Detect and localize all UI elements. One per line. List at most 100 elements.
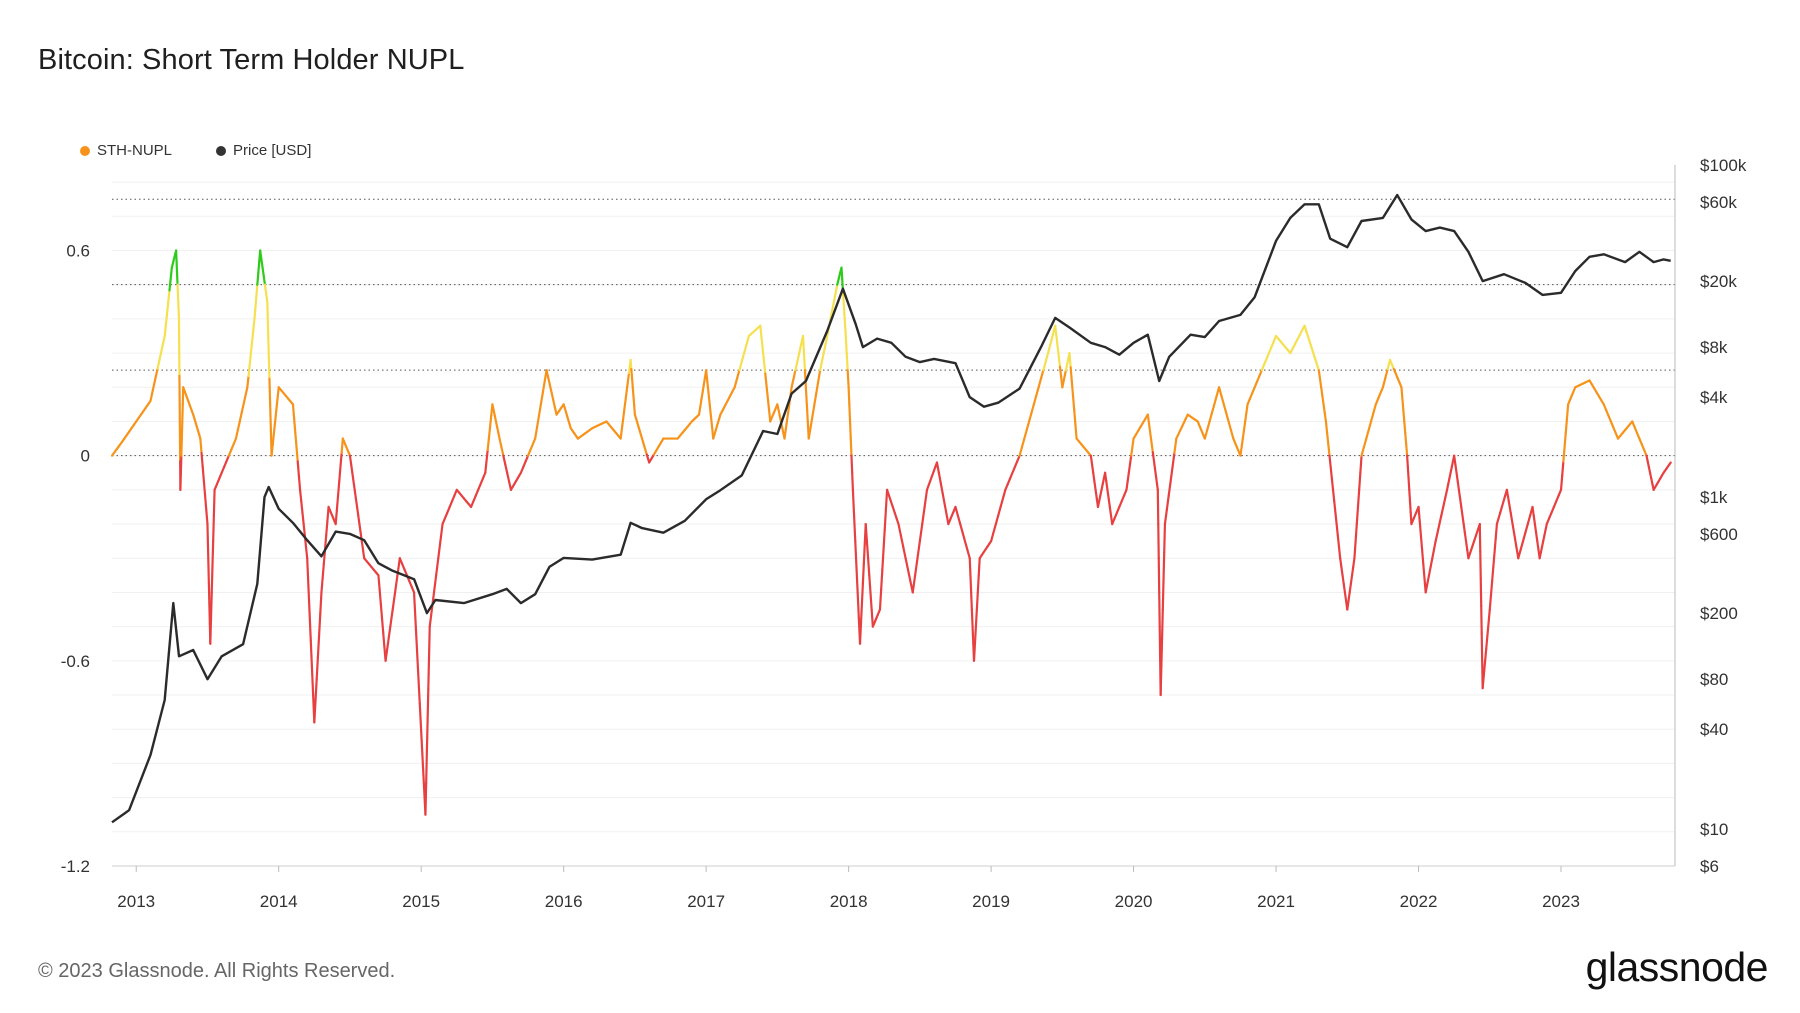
- sth-nupl-segment: [1559, 474, 1564, 491]
- sth-nupl-segment: [1524, 522, 1529, 534]
- sth-nupl-segment: [1162, 551, 1166, 583]
- sth-nupl-segment: [1239, 446, 1243, 457]
- sth-nupl-segment: [300, 500, 304, 514]
- sth-nupl-segment: [293, 417, 297, 434]
- sth-nupl-segment: [498, 437, 503, 449]
- sth-nupl-segment: [416, 665, 421, 705]
- sth-nupl-segment: [878, 588, 883, 611]
- sth-nupl-segment: [707, 391, 711, 406]
- sth-nupl-segment: [317, 612, 322, 637]
- sth-nupl-segment: [1054, 324, 1058, 338]
- sth-nupl-segment: [804, 386, 808, 406]
- sth-nupl-segment: [1303, 324, 1309, 335]
- sth-nupl-segment: [295, 446, 299, 463]
- y-left-tick-label: 0.6: [66, 241, 90, 260]
- sth-nupl-segment: [164, 312, 169, 326]
- sth-nupl-segment: [1563, 431, 1567, 449]
- sth-nupl-segment: [1562, 446, 1566, 463]
- sth-nupl-segment: [336, 480, 341, 497]
- y-right-tick-label: $4k: [1700, 388, 1728, 407]
- sth-nupl-segment: [1240, 437, 1244, 449]
- sth-nupl-segment: [1173, 437, 1178, 454]
- sth-nupl-segment: [621, 411, 626, 427]
- y-left-tick-label: 0: [81, 447, 90, 466]
- sth-nupl-segment: [1436, 522, 1441, 534]
- sth-nupl-segment: [502, 454, 507, 466]
- sth-nupl-segment: [552, 398, 556, 409]
- sth-nupl-segment: [259, 249, 263, 261]
- sth-nupl-segment: [884, 488, 889, 511]
- sth-nupl-segment: [1419, 534, 1424, 551]
- legend-item-sth-nupl[interactable]: STH-NUPL: [80, 142, 172, 159]
- sth-nupl-segment: [959, 522, 964, 534]
- sth-nupl-segment: [1356, 488, 1361, 509]
- sth-nupl-segment: [1322, 403, 1326, 415]
- sth-nupl-segment: [244, 386, 249, 397]
- sth-nupl-segment: [268, 377, 272, 406]
- sth-nupl-segment: [1350, 565, 1355, 577]
- sth-nupl-segment: [868, 574, 872, 594]
- sth-nupl-segment: [1420, 548, 1425, 566]
- sth-nupl-segment: [308, 611, 312, 642]
- sth-nupl-segment: [1244, 411, 1248, 423]
- y-right-tick-label: $8k: [1700, 338, 1728, 357]
- sth-nupl-segment: [1044, 351, 1050, 363]
- sth-nupl-segment: [1229, 428, 1235, 440]
- sth-nupl-segment: [1092, 471, 1096, 483]
- sth-nupl-segment: [1432, 540, 1437, 551]
- sth-nupl-segment: [843, 312, 847, 326]
- sth-nupl-segment: [1440, 505, 1445, 517]
- sth-nupl-segment: [829, 309, 834, 320]
- sth-nupl-segment: [1404, 431, 1408, 446]
- sth-nupl-segment: [257, 260, 261, 275]
- sth-nupl-segment: [1222, 403, 1228, 415]
- sth-nupl-segment: [1035, 386, 1040, 397]
- sth-nupl-segment: [706, 380, 710, 395]
- sth-nupl-segment: [1318, 377, 1323, 389]
- y-right-tick-label: $600: [1700, 525, 1738, 544]
- sth-nupl-segment: [954, 505, 959, 517]
- sth-nupl-segment: [941, 492, 946, 505]
- sth-nupl-segment: [418, 702, 423, 742]
- sth-nupl-segment: [866, 557, 871, 577]
- sth-nupl-segment: [1108, 505, 1113, 517]
- sth-nupl-segment: [319, 591, 323, 616]
- sth-nupl-segment: [963, 540, 969, 551]
- sth-nupl-segment: [1090, 463, 1095, 474]
- sth-nupl-segment: [200, 451, 204, 469]
- sth-nupl-segment: [792, 369, 797, 380]
- sth-nupl-segment: [316, 634, 321, 659]
- sth-nupl-segment: [358, 522, 362, 534]
- sth-nupl-segment: [709, 414, 714, 429]
- sth-nupl-segment: [310, 666, 315, 697]
- sth-nupl-segment: [1494, 522, 1499, 540]
- sth-nupl-segment: [1245, 403, 1249, 415]
- sth-nupl-segment: [1163, 508, 1168, 526]
- sth-nupl-segment: [630, 377, 634, 389]
- x-tick-label: 2013: [117, 892, 155, 911]
- sth-nupl-segment: [1365, 428, 1370, 440]
- sth-nupl-segment: [1103, 471, 1108, 483]
- legend-item-price[interactable]: Price [USD]: [216, 142, 311, 159]
- sth-nupl-segment: [484, 460, 488, 474]
- sth-nupl-segment: [801, 334, 806, 355]
- sth-nupl-segment: [1513, 534, 1518, 548]
- sth-nupl-segment: [899, 534, 905, 548]
- sth-nupl-segment: [856, 591, 860, 620]
- sth-nupl-segment: [921, 505, 926, 526]
- sth-nupl-segment: [961, 531, 967, 543]
- x-tick-label: 2015: [402, 892, 440, 911]
- sth-nupl-segment: [1331, 488, 1336, 503]
- sth-nupl-segment: [997, 505, 1002, 517]
- sth-nupl-segment: [301, 511, 305, 526]
- sth-nupl-segment: [1536, 540, 1540, 551]
- sth-nupl-segment: [935, 461, 940, 474]
- sth-nupl-segment: [304, 545, 309, 560]
- sth-nupl-segment: [1151, 451, 1156, 466]
- sth-nupl-segment: [1155, 476, 1159, 491]
- sth-nupl-segment: [859, 602, 864, 625]
- sth-nupl-segment: [321, 562, 325, 580]
- sth-nupl-segment: [1130, 446, 1134, 457]
- sth-nupl-segment: [976, 574, 980, 594]
- sth-nupl-segment: [783, 428, 787, 440]
